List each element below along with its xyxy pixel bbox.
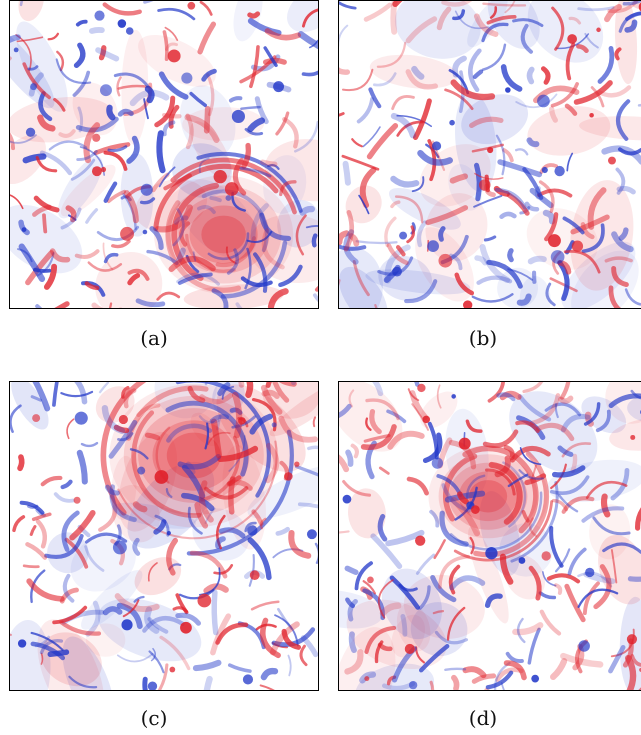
vorticity-field-panel-d — [338, 381, 641, 691]
panel-caption-c: (c) — [140, 706, 168, 730]
vorticity-field-panel-b — [338, 0, 641, 309]
vorticity-field-panel-a — [9, 0, 319, 309]
vorticity-field-panel-c — [9, 381, 319, 691]
panel-caption-a: (a) — [140, 326, 168, 350]
vorticity-field-image-c — [10, 382, 318, 690]
panel-caption-b: (b) — [468, 326, 498, 350]
vorticity-field-image-d — [339, 382, 641, 690]
panel-caption-d: (d) — [468, 706, 498, 730]
vorticity-field-image-b — [339, 1, 641, 308]
vorticity-field-image-a — [10, 1, 318, 308]
